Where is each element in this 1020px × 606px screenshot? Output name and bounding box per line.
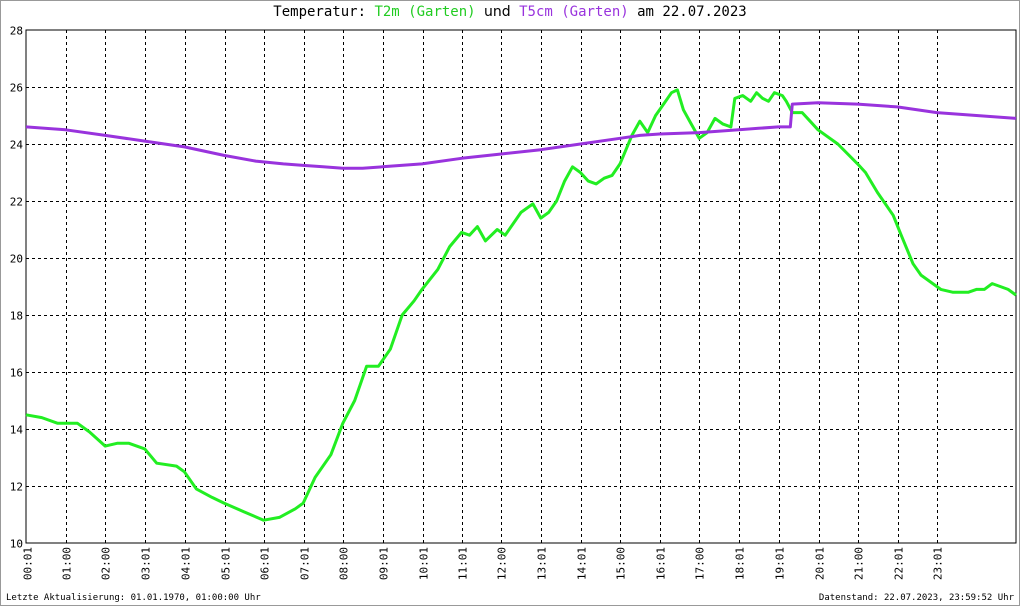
x-tick-label: 21:00 xyxy=(853,547,866,580)
y-tick-label: 10 xyxy=(10,538,23,551)
x-tick-label: 20:01 xyxy=(814,547,827,580)
chart-title: Temperatur: T2m (Garten) und T5cm (Garte… xyxy=(0,4,1020,20)
title-series2: T5cm (Garten) xyxy=(519,4,629,20)
x-tick-label: 11:01 xyxy=(457,547,470,580)
y-tick-label: 20 xyxy=(10,253,23,266)
title-prefix: Temperatur: xyxy=(273,4,366,20)
series-line-t5cm xyxy=(25,101,1017,170)
x-tick-label: 23:01 xyxy=(932,547,945,580)
series-line-t2m xyxy=(25,88,1017,522)
plot-area xyxy=(25,29,1017,544)
y-tick-label: 18 xyxy=(10,310,23,323)
x-tick-label: 01:00 xyxy=(61,547,74,580)
x-tick-label: 03:01 xyxy=(140,547,153,580)
y-tick-label: 12 xyxy=(10,481,23,494)
x-tick-label: 22:01 xyxy=(893,547,906,580)
x-tick-label: 02:00 xyxy=(100,547,113,580)
y-tick-label: 16 xyxy=(10,367,23,380)
y-tick-label: 22 xyxy=(10,196,23,209)
last-update-label: Letzte Aktualisierung: 01.01.1970, 01:00… xyxy=(6,593,261,603)
y-tick-label: 26 xyxy=(10,82,23,95)
title-suffix: am 22.07.2023 xyxy=(637,4,747,20)
y-tick-label: 24 xyxy=(10,139,24,152)
x-tick-label: 07:01 xyxy=(299,547,312,580)
x-tick-label: 05:01 xyxy=(220,547,233,580)
x-tick-label: 16:01 xyxy=(655,547,668,580)
x-tick-label: 12:00 xyxy=(496,547,509,580)
y-tick-label: 28 xyxy=(10,25,23,38)
x-tick-label: 19:01 xyxy=(774,547,787,580)
x-tick-label: 09:01 xyxy=(378,547,391,580)
x-tick-label: 06:01 xyxy=(259,547,272,580)
x-tick-label: 18:01 xyxy=(734,547,747,580)
x-tick-label: 15:00 xyxy=(615,547,628,580)
x-tick-label: 17:00 xyxy=(694,547,707,580)
title-series1: T2m (Garten) xyxy=(374,4,476,20)
x-tick-label: 10:01 xyxy=(418,547,431,580)
x-tick-label: 00:01 xyxy=(22,547,35,580)
x-tick-label: 04:01 xyxy=(180,547,193,580)
y-tick-label: 14 xyxy=(10,424,24,437)
data-status-label: Datenstand: 22.07.2023, 23:59:52 Uhr xyxy=(818,593,1014,603)
x-tick-label: 08:00 xyxy=(338,547,351,580)
x-tick-label: 14:01 xyxy=(576,547,589,580)
x-tick-label: 13:01 xyxy=(536,547,549,580)
title-connector: und xyxy=(484,4,511,20)
